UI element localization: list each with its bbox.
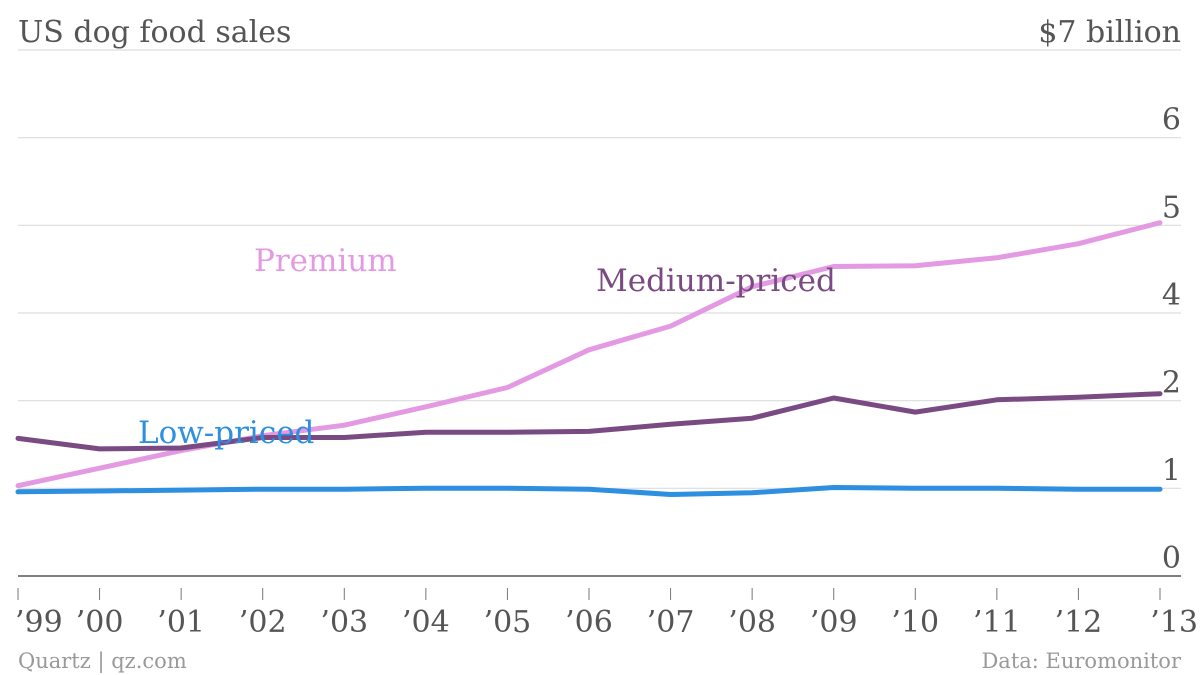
series-label-low-priced: Low-priced — [138, 415, 314, 451]
x-axis-ticks: ’99 ’00 ’01 ’02 ’03 ’04 ’05 ’06 ’07 ’08 ’09 ’10 ’11 ’… — [15, 588, 1198, 640]
y-tick-label: 4 — [1162, 278, 1181, 313]
y-tick-label: 2 — [1162, 366, 1181, 401]
x-tick-label: ’00 — [76, 605, 124, 640]
y-tick-label: 5 — [1162, 190, 1181, 225]
series-label-medium-priced: Medium-priced — [596, 263, 836, 299]
x-tick-label: ’10 — [891, 605, 939, 640]
source-credit: Quartz | qz.com — [18, 649, 187, 674]
series-lines — [15, 220, 1163, 497]
x-tick-label: ’05 — [484, 605, 532, 640]
x-tick-label: ’13 — [1150, 605, 1198, 640]
y-tick-label: 0 — [1162, 541, 1181, 576]
x-tick-label: ’11 — [973, 605, 1021, 640]
y-axis-tick-labels: 0 1 2 4 5 6 $7 billion — [1038, 15, 1181, 576]
chart-title: US dog food sales — [18, 15, 291, 50]
series-line-medium-priced — [15, 391, 1163, 452]
x-tick-label: ’08 — [728, 605, 776, 640]
y-tick-label: $7 billion — [1038, 15, 1181, 50]
x-tick-label: ’07 — [647, 605, 695, 640]
x-tick-label: ’03 — [320, 605, 368, 640]
x-tick-label: ’04 — [402, 605, 450, 640]
data-source: Data: Euromonitor — [981, 649, 1181, 673]
y-tick-label: 6 — [1162, 103, 1181, 138]
x-tick-label: ’02 — [239, 605, 287, 640]
x-tick-label: ’06 — [565, 605, 613, 640]
y-tick-label: 1 — [1162, 453, 1181, 488]
x-tick-label: ’99 — [15, 605, 63, 640]
series-label-premium: Premium — [254, 243, 397, 279]
x-tick-label: ’01 — [157, 605, 205, 640]
series-line-low-priced — [15, 485, 1163, 497]
x-tick-label: ’12 — [1055, 605, 1103, 640]
x-tick-label: ’09 — [810, 605, 858, 640]
